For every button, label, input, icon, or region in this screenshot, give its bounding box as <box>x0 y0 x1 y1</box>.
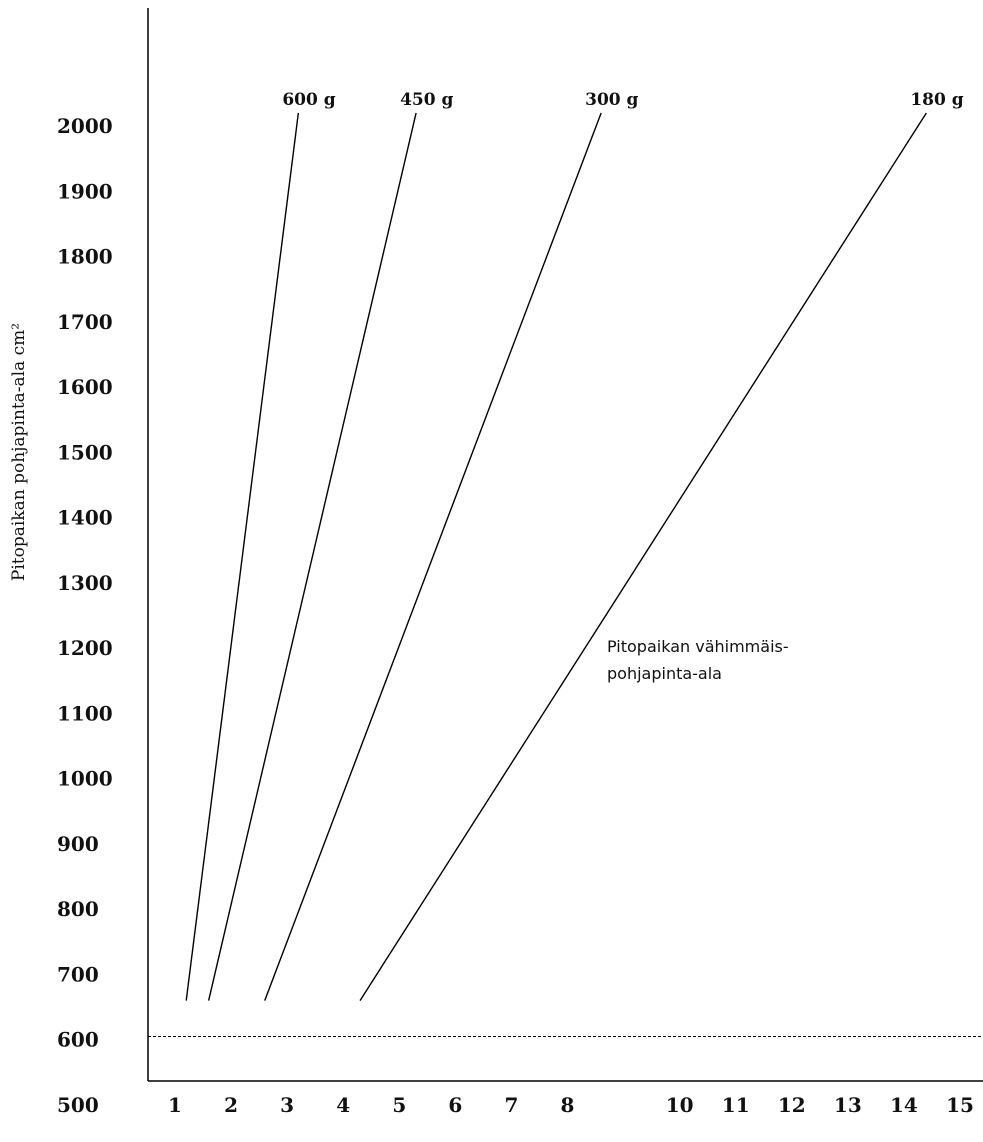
x-tick-label: 1 <box>168 1093 182 1117</box>
series-label: 180 g <box>910 90 963 110</box>
y-tick-label: 1000 <box>57 767 113 791</box>
series-line <box>359 112 927 1001</box>
y-tick-labels: 500 600 700 800 900 1000 1100 1200 1300 1400 1500 1… <box>57 114 113 1117</box>
y-tick-label: 1700 <box>57 310 113 334</box>
x-tick-label: 13 <box>834 1093 862 1117</box>
series-line <box>185 112 300 1001</box>
y-tick-label: 800 <box>57 897 99 921</box>
x-tick-label: 11 <box>722 1093 750 1117</box>
reference-line-label-line-1: Pitopaikan vähimmäis- <box>607 637 789 656</box>
x-tick-label: 4 <box>336 1093 350 1117</box>
series-line <box>207 112 417 1001</box>
x-tick-label: 7 <box>504 1093 518 1117</box>
y-tick-label: 1100 <box>57 701 113 725</box>
series-lines: 600 g 450 g 300 g 180 g <box>185 90 964 1001</box>
series-line <box>264 112 602 1001</box>
series-label: 600 g <box>282 90 335 110</box>
y-tick-label: 1800 <box>57 245 113 269</box>
x-tick-label: 5 <box>392 1093 406 1117</box>
x-tick-label: 6 <box>448 1093 462 1117</box>
y-tick-label: 2000 <box>57 114 113 138</box>
y-tick-label: 1200 <box>57 636 113 660</box>
y-tick-label: 1600 <box>57 375 113 399</box>
series-label: 300 g <box>585 90 638 110</box>
x-tick-label: 15 <box>946 1093 974 1117</box>
y-tick-label: 500 <box>57 1093 99 1117</box>
y-tick-label: 1400 <box>57 506 113 530</box>
x-tick-label: 3 <box>280 1093 294 1117</box>
x-tick-label: 8 <box>561 1093 575 1117</box>
y-tick-label: 1900 <box>57 179 113 203</box>
y-tick-label: 1500 <box>57 440 113 464</box>
y-tick-label: 700 <box>57 962 99 986</box>
reference-line-label-line-2: pohjapinta-ala <box>607 664 722 683</box>
x-tick-label: 14 <box>890 1093 918 1117</box>
x-tick-label: 12 <box>778 1093 806 1117</box>
y-axis-title: Pitopaikan pohjapinta-ala cm² <box>9 323 29 581</box>
x-tick-labels: 1 2 3 4 5 6 7 8 10 11 12 13 14 15 <box>168 1093 974 1117</box>
x-tick-label: 2 <box>224 1093 238 1117</box>
y-tick-label: 600 <box>57 1028 99 1052</box>
y-tick-label: 1300 <box>57 571 113 595</box>
series-label: 450 g <box>400 90 453 110</box>
y-tick-label: 900 <box>57 832 99 856</box>
x-tick-label: 10 <box>666 1093 694 1117</box>
